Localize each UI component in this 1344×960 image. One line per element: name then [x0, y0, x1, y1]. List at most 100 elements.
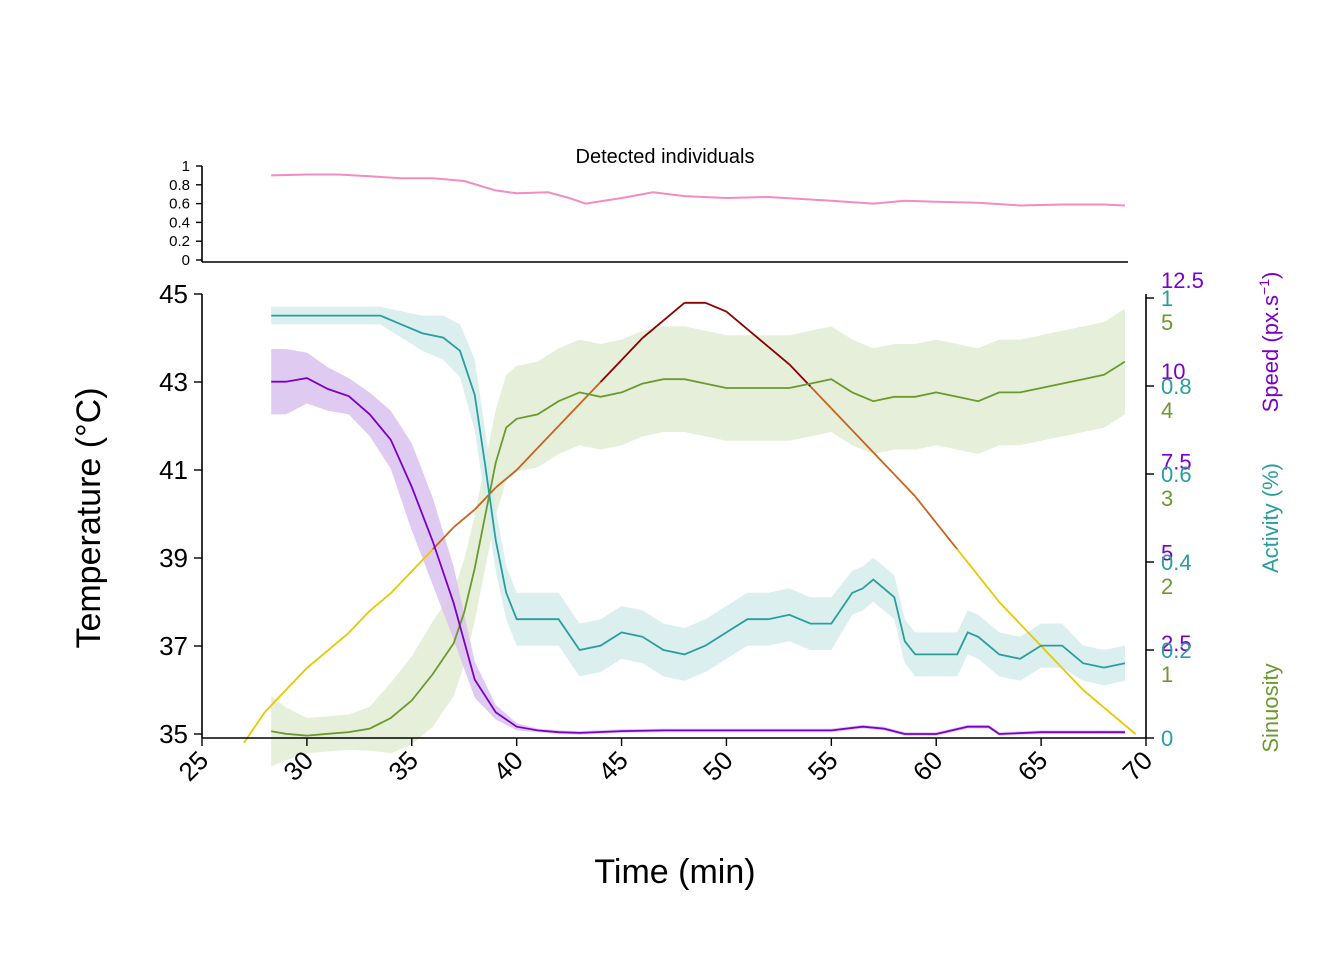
activity-line — [271, 314, 1126, 669]
temperature-line-segment — [767, 346, 790, 366]
speed-label-main: Speed (px.s — [1258, 295, 1283, 412]
temperature-line-segment — [453, 508, 476, 528]
x-tick-label: 40 — [487, 745, 529, 787]
speed-tick-label: 10 — [1161, 359, 1185, 384]
x-tick-label: 70 — [1117, 745, 1159, 787]
sinuosity-tick-label: 5 — [1161, 310, 1173, 335]
sinuosity-axis-label: Sinuosity — [1258, 663, 1283, 752]
sinuosity-tick-label: 2 — [1161, 574, 1173, 599]
temperature-line-segment — [977, 575, 1000, 603]
top-y-tick-label: 0.6 — [169, 196, 190, 213]
confidence-bands — [271, 306, 1125, 767]
temperature-line-segment — [432, 526, 455, 550]
temperature-line-segment — [851, 429, 874, 454]
temperature-line-segment — [390, 570, 413, 594]
x-axis-label: Time (min) — [594, 853, 755, 891]
temperature-line-segment — [536, 425, 560, 449]
activity-axis-label: Activity (%) — [1258, 463, 1283, 573]
x-tick-label: 55 — [802, 745, 844, 787]
temperature-line-segment — [1040, 645, 1063, 669]
temperature-line-segment — [495, 469, 518, 489]
x-tick-label: 25 — [173, 745, 215, 787]
temperature-line-segment — [1061, 667, 1084, 691]
temperature-line-segment — [306, 649, 329, 669]
sinuosity-tick-label: 4 — [1161, 398, 1173, 423]
speed-tick-label: 12.5 — [1161, 268, 1204, 293]
temperature-line-segment — [620, 337, 644, 361]
top-y-tick-label: 0.4 — [169, 214, 190, 231]
temperature-line-segment — [474, 486, 497, 511]
left-y-ticks: 35 37 39 41 43 45 — [159, 279, 202, 749]
activity-tick-label: 0.6 — [1161, 462, 1192, 487]
speed-label-end: ) — [1258, 272, 1283, 279]
x-tick-label: 50 — [697, 745, 739, 787]
temperature-line-segment — [369, 592, 392, 612]
sinuosity-line — [271, 360, 1126, 737]
y-tick-label: 35 — [159, 719, 188, 749]
temperature-line-segment — [411, 548, 434, 572]
temperature-line-segment — [893, 473, 916, 498]
temperature-line-segment — [956, 548, 979, 577]
temperature-line-segment — [516, 447, 539, 471]
top-y-ticks: 0 0.2 0.40.6 0.8 1 — [169, 158, 202, 269]
y-tick-label: 37 — [159, 631, 188, 661]
y-tick-label: 39 — [159, 543, 188, 573]
activity-tick-label: 0.4 — [1161, 550, 1192, 575]
temperature-line-segment — [830, 407, 853, 432]
series-lines — [243, 301, 1137, 744]
y-tick-label: 43 — [159, 367, 188, 397]
activity-tick-label: 0 — [1161, 726, 1173, 751]
temperature-line-segment — [641, 319, 665, 339]
temperature-line-segment — [348, 610, 371, 634]
temperature-line-segment — [1082, 689, 1105, 709]
speed-line — [271, 377, 1125, 735]
speed-label-sup: −1 — [1256, 279, 1272, 295]
top-y-tick-label: 1 — [182, 158, 190, 175]
temperature-line-segment — [935, 522, 958, 550]
temperature-line-segment — [264, 689, 287, 713]
temperature-line-segment — [788, 363, 812, 388]
temperature-line-segment — [285, 667, 308, 691]
detected-individuals-line — [271, 173, 1126, 207]
speed-axis-label: Speed (px.s−1) — [1256, 272, 1283, 413]
temperature-line-segment — [557, 403, 581, 427]
top-y-tick-label: 0 — [182, 252, 190, 269]
temperature-line-segment — [809, 385, 832, 410]
right-y-ticks: 2.5 5 7.5 10 12.5 0 0.2 0.4 0.6 0.8 1 1 2 3 4 5 — [1146, 268, 1204, 751]
y-tick-label: 41 — [159, 455, 188, 485]
x-tick-label: 65 — [1012, 745, 1054, 787]
temperature-line-segment — [914, 495, 937, 524]
temperature-line-segment — [725, 310, 748, 330]
temperature-line-segment — [872, 451, 895, 476]
temperature-line-segment — [998, 601, 1021, 625]
speed-band — [271, 349, 1125, 736]
top-y-tick-label: 0.2 — [169, 233, 190, 250]
sinuosity-tick-label: 3 — [1161, 486, 1173, 511]
activity-tick-label: 1 — [1161, 286, 1173, 311]
temperature-line-segment — [1019, 623, 1042, 647]
top-panel-title: Detected individuals — [576, 146, 755, 168]
temperature-line-segment — [662, 302, 686, 322]
detected-individuals-panel: Detected individuals 0 0.2 0.40.6 0.8 1 — [169, 146, 1128, 269]
temperature-line-segment — [599, 359, 623, 383]
y-axis-label: Temperature (°C) — [70, 387, 108, 648]
temperature-line-segment — [327, 632, 350, 652]
temperature-line-segment — [705, 301, 727, 313]
activity-tick-label: 0.8 — [1161, 374, 1192, 399]
sinuosity-tick-label: 1 — [1161, 662, 1173, 687]
temperature-line-segment — [578, 381, 602, 405]
top-y-tick-label: 0.8 — [169, 177, 190, 194]
y-tick-label: 45 — [159, 279, 188, 309]
speed-tick-label: 5 — [1161, 540, 1173, 565]
x-tick-label: 45 — [592, 745, 634, 787]
top-series-group — [271, 173, 1126, 207]
temperature-line-segment — [1103, 706, 1126, 726]
speed-tick-label: 2.5 — [1161, 631, 1192, 656]
activity-tick-label: 0.2 — [1161, 638, 1192, 663]
sinuosity-band — [271, 308, 1125, 767]
temperature-line-segment — [746, 328, 769, 348]
x-tick-label: 60 — [907, 745, 949, 787]
speed-tick-label: 7.5 — [1161, 450, 1192, 475]
